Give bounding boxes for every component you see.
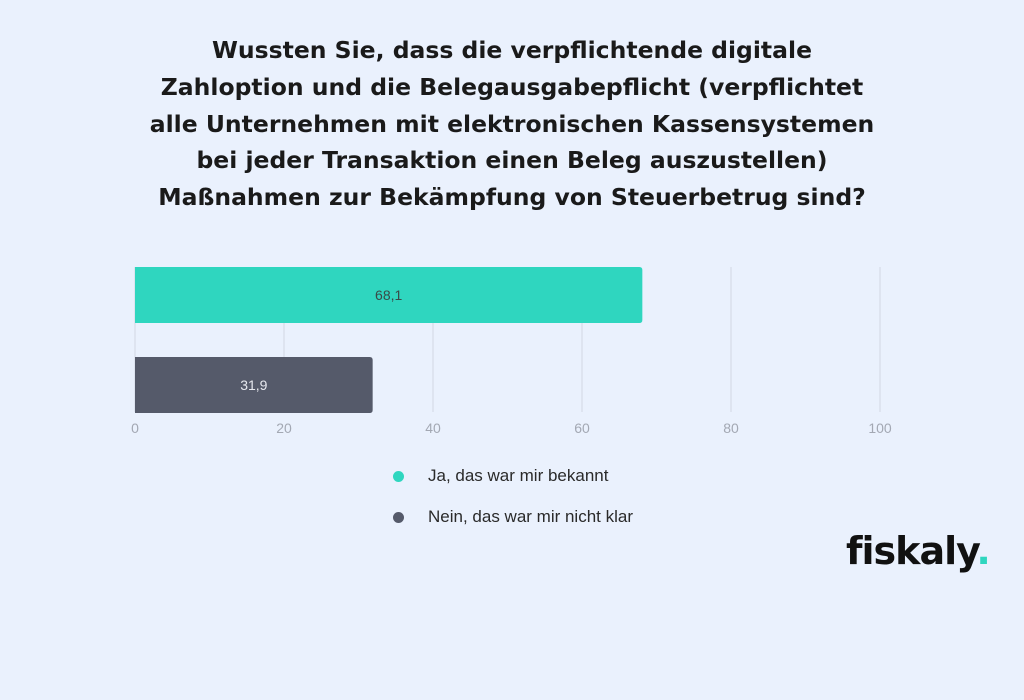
logo-text: fiskaly xyxy=(846,529,977,573)
legend-label-nein: Nein, das war mir nicht klar xyxy=(428,507,634,526)
fiskaly-logo: fiskaly. xyxy=(846,529,991,573)
bars: 68,1 31,9 xyxy=(135,267,643,413)
legend-swatch-ja xyxy=(393,470,404,482)
x-tick-label: 60 xyxy=(574,420,590,436)
chart-title-line: alle Unternehmen mit elektronischen Kass… xyxy=(149,109,875,138)
x-tick-label: 80 xyxy=(723,420,739,436)
chart-title: Wussten Sie, dass die verpflichtende dig… xyxy=(112,32,912,216)
bar-nein[interactable] xyxy=(135,357,373,413)
x-axis-ticks: 0 20 40 60 80 100 xyxy=(131,420,892,436)
chart-title-line: Maßnahmen zur Bekämpfung von Steuerbetru… xyxy=(158,183,866,212)
legend-label-ja: Ja, das war mir bekannt xyxy=(428,466,609,485)
legend-item-ja[interactable]: Ja, das war mir bekannt xyxy=(390,466,633,486)
legend-item-nein[interactable]: Nein, das war mir nicht klar xyxy=(390,507,633,527)
x-tick-label: 100 xyxy=(868,420,892,436)
x-tick-label: 20 xyxy=(276,420,292,436)
logo-dot: . xyxy=(976,529,990,573)
x-tick-label: 0 xyxy=(131,420,139,436)
chart-title-line: Zahloption und die Belegausgabepflicht (… xyxy=(160,72,864,101)
legend-swatch-nein xyxy=(393,511,404,523)
chart-title-line: bei jeder Transaktion einen Beleg auszus… xyxy=(196,146,828,175)
x-tick-label: 40 xyxy=(425,420,441,436)
chart-title-line: Wussten Sie, dass die verpflichtende dig… xyxy=(211,36,813,64)
bar-ja[interactable] xyxy=(135,267,643,323)
legend: Ja, das war mir bekannt Nein, das war mi… xyxy=(390,466,633,548)
bar-value-label: 31,9 xyxy=(240,377,267,393)
bar-value-label: 68,1 xyxy=(375,287,402,303)
